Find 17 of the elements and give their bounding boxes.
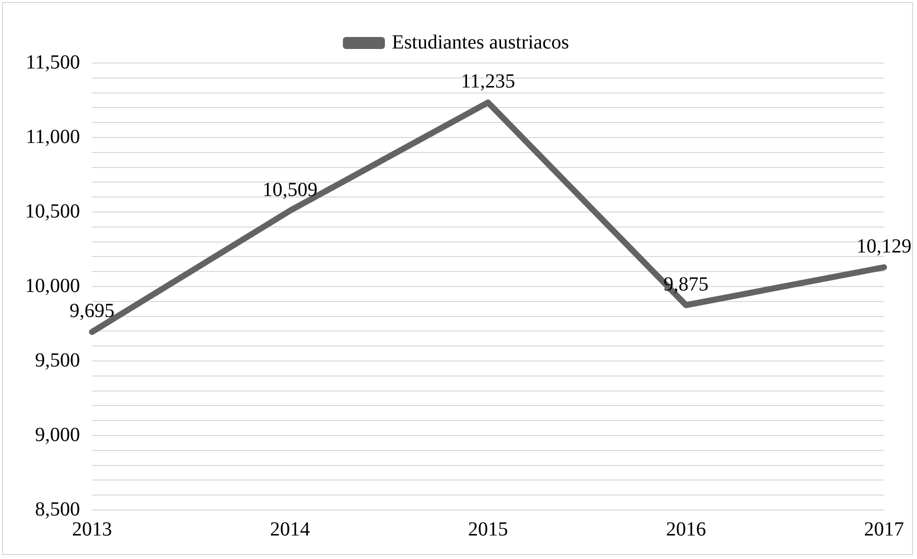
y-tick-label: 10,500 [25,200,80,222]
data-label: 11,235 [460,70,516,93]
x-tick-label: 2014 [270,518,310,540]
y-tick-label: 9,000 [35,424,80,446]
x-tick-label: 2015 [468,518,508,540]
data-label: 10,509 [262,178,318,201]
x-tick-label: 2016 [666,518,706,540]
y-tick-label: 11,000 [26,126,80,148]
x-tick-label: 2013 [72,518,112,540]
y-tick-label: 10,000 [25,274,80,297]
y-tick-label: 11,500 [26,51,80,74]
data-label: 10,129 [856,236,912,258]
y-tick-label: 9,500 [35,349,80,372]
legend-label: Estudiantes austriacos [392,31,570,54]
x-tick-label: 2017 [864,518,904,540]
y-tick-label: 8,500 [35,498,80,520]
data-label: 9,695 [70,300,114,322]
